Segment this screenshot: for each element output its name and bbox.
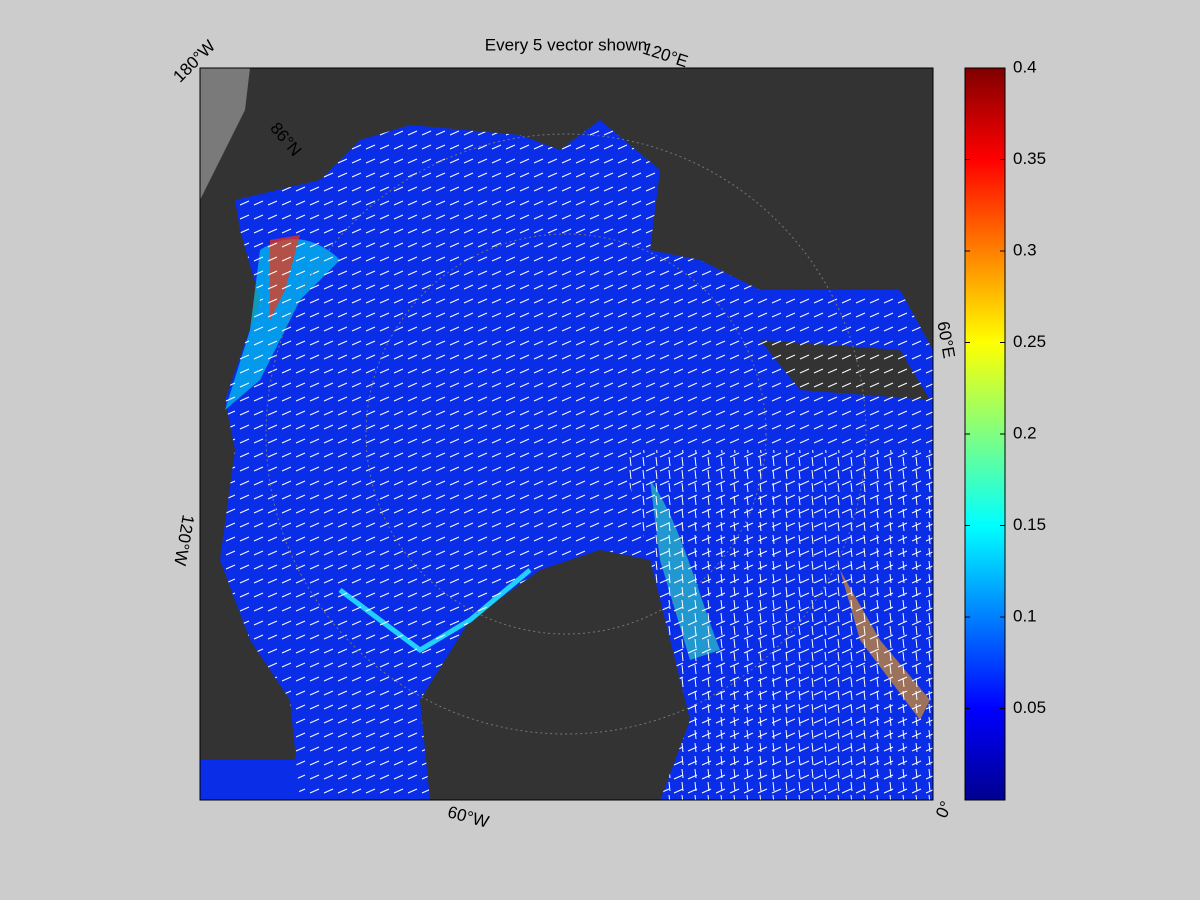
colorbar-tick-label: 0.2 xyxy=(1013,423,1037,442)
ocean-bay xyxy=(200,760,300,800)
greenland xyxy=(480,550,690,800)
colorbar-tick-label: 0.05 xyxy=(1013,698,1046,717)
map-label: 0° xyxy=(932,798,956,821)
graticule xyxy=(265,133,867,735)
colorbar-tick-label: 0.35 xyxy=(1013,149,1046,168)
colorbar-tick-label: 0.25 xyxy=(1013,332,1046,351)
map-frame xyxy=(199,67,934,801)
title: Every 5 vector shown xyxy=(485,35,648,54)
colorbar-tick-label: 0.15 xyxy=(1013,515,1046,534)
colorbar-tick-label: 0.4 xyxy=(1013,57,1037,76)
map xyxy=(200,68,933,800)
vectors xyxy=(620,450,933,800)
graticule xyxy=(365,233,767,635)
colorbar xyxy=(964,67,1006,801)
outside-region xyxy=(200,68,250,200)
colorbar-tick-label: 0.1 xyxy=(1013,606,1037,625)
colorbar-tick-label: 0.3 xyxy=(1013,240,1037,259)
